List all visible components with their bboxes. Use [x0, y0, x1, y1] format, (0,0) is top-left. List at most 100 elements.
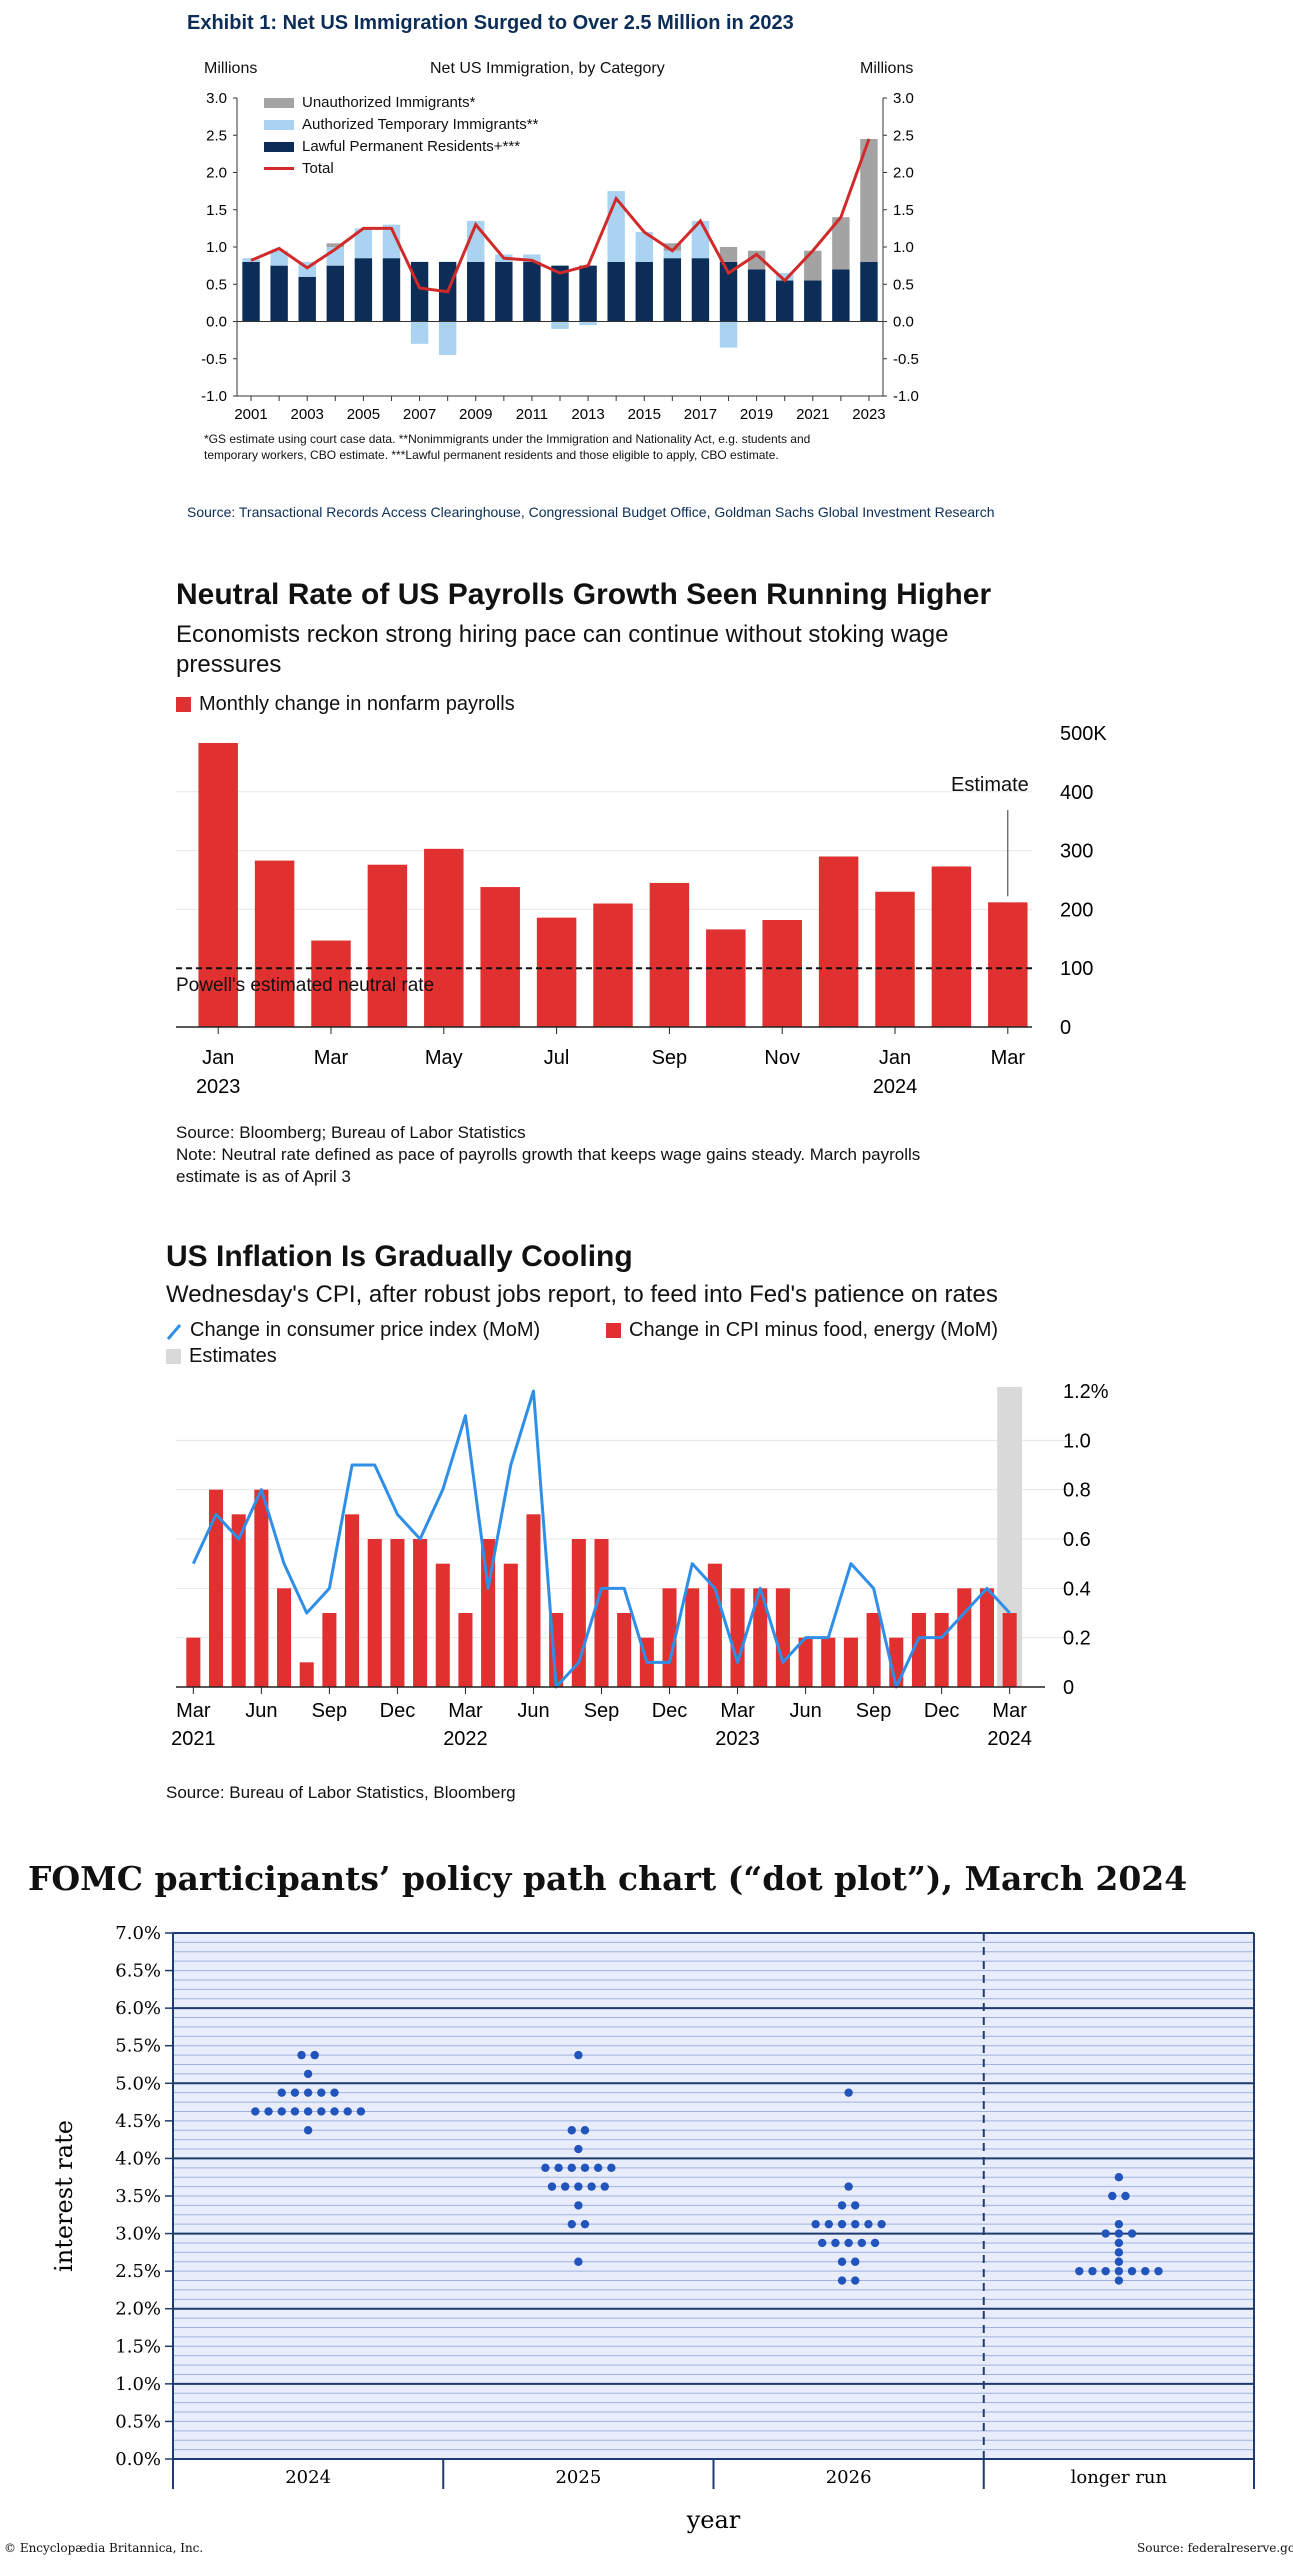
y-tick-label: 5.0%: [115, 2073, 161, 2094]
bar-2004: [326, 265, 345, 322]
bar-Mar 2024: [988, 902, 1028, 1027]
legend-swatch: [176, 697, 191, 712]
y-tick-label: 0.6: [1063, 1529, 1091, 1551]
bar-2018: [719, 321, 738, 348]
dot-2026: [844, 2182, 853, 2191]
y-tick-label: 0.4: [1063, 1578, 1091, 1600]
dot-2025: [593, 2163, 603, 2173]
chart-subtitle: Economists reckon strong hiring pace can…: [176, 621, 949, 648]
y-tick-label: 3.0%: [115, 2224, 161, 2245]
dot-longer-run: [1127, 2229, 1137, 2238]
bar-2022-05: [503, 1563, 518, 1687]
chart-subtitle: pressures: [176, 651, 282, 678]
dot-longer-run: [1114, 2238, 1124, 2248]
bar-2022-06: [526, 1514, 541, 1687]
x-tick-label: Nov: [764, 1047, 800, 1069]
y-tick-label: 1.0: [1063, 1430, 1091, 1452]
dot-plot-svg: 7.0% 6.5% 6.0% 5.5% 5.0% 4.5% 4.0% 3.5% 3.0% 2.5%…: [50, 1923, 1255, 2534]
x-tick-label: Mar: [992, 1700, 1027, 1722]
bar-2016: [663, 258, 682, 322]
dot-2025: [607, 2163, 616, 2173]
legend-label: Change in consumer price index (MoM): [190, 1319, 541, 1341]
dot-2026: [857, 2238, 867, 2248]
bar-2022: [832, 217, 850, 270]
x-tick-label: Dec: [652, 1700, 688, 1722]
source-note: Source: Transactional Records Access Cle…: [187, 504, 995, 520]
legend-swatch: [264, 119, 294, 130]
bar-2016: [663, 243, 682, 251]
dot-2024: [356, 2107, 366, 2116]
bar-2003: [298, 276, 316, 322]
chart-title: FOMC participants’ policy path chart (“d…: [28, 1859, 1188, 1898]
dot-longer-run: [1114, 2229, 1124, 2238]
dot-2025: [600, 2182, 609, 2191]
bar-2023-03: [730, 1588, 745, 1687]
dot-2026: [837, 2201, 847, 2210]
x-tick-label: 2013: [571, 406, 604, 423]
dot-2026: [824, 2219, 834, 2229]
y-tick-label: 1.0%: [115, 2374, 161, 2395]
y-tick-label: 0.8: [1063, 1480, 1091, 1502]
bar-2022-03: [458, 1613, 473, 1687]
y-tick-label-right: 3.0: [893, 90, 914, 107]
dot-2026: [877, 2219, 886, 2229]
x-tick-label: 2021: [796, 406, 829, 423]
bar-May 2023: [424, 848, 464, 1027]
x-tick-label: 2009: [459, 406, 492, 423]
bar-2023-11: [911, 1613, 926, 1687]
y-tick-label-left: 1.5: [206, 202, 227, 219]
dot-2026: [864, 2219, 873, 2229]
left-units-label: Millions: [204, 60, 258, 77]
bar-Sep 2023: [649, 882, 690, 1027]
bar-2022-01: [413, 1539, 428, 1687]
dot-2026: [837, 2219, 847, 2229]
dot-longer-run: [1114, 2276, 1124, 2285]
source-note: Source: Bloomberg; Bureau of Labor Stati…: [176, 1123, 526, 1142]
legend-label: Change in CPI minus food, energy (MoM): [629, 1319, 999, 1341]
dot-2025: [587, 2182, 596, 2191]
bar-2001: [242, 261, 260, 322]
bar-2022-02: [435, 1563, 450, 1687]
bar-2023-12: [934, 1613, 949, 1687]
bar-2013: [579, 321, 597, 326]
legend-swatch: [606, 1323, 621, 1338]
bar-2023-02: [707, 1563, 722, 1687]
y-axis-label: interest rate: [50, 2120, 78, 2272]
dot-2026: [844, 2088, 853, 2097]
x-tick-label: Jun: [789, 1700, 821, 1722]
bar-2023-06: [798, 1637, 813, 1687]
bar-2022: [832, 269, 850, 322]
legend-core: Change in CPI minus food, energy (MoM): [606, 1319, 998, 1342]
y-tick-label: 7.0%: [115, 1923, 161, 1944]
y-tick-label: 500K: [1060, 723, 1107, 745]
x-tick-label: Jul: [544, 1047, 570, 1069]
chart-title: Exhibit 1: Net US Immigration Surged to …: [187, 12, 794, 34]
dot-2024: [297, 2050, 306, 2060]
dot-2025: [567, 2163, 576, 2173]
dot-2024: [290, 2107, 300, 2116]
bar-Apr 2023: [367, 864, 408, 1027]
bar-2009: [467, 261, 485, 322]
cpi-chart-panel: US Inflation Is Gradually Cooling Wednes…: [0, 1225, 1293, 1815]
x-year-label: 2023: [196, 1076, 241, 1098]
dot-longer-run: [1088, 2266, 1097, 2276]
bar-2008: [438, 321, 457, 356]
y-tick-label-right: -1.0: [893, 388, 919, 405]
y-tick-label-left: -1.0: [201, 388, 227, 405]
x-tick-label: Jan: [879, 1047, 911, 1069]
bar-2016: [663, 250, 682, 259]
y-tick-label: 6.5%: [115, 1961, 161, 1982]
y-tick-label: 1.5%: [115, 2336, 161, 2357]
bar-Mar 2023: [311, 940, 351, 1027]
dot-2024: [310, 2050, 319, 2060]
x-tick-label: 2015: [628, 406, 661, 423]
legend-swatch: [166, 1349, 181, 1364]
bar-2005: [354, 228, 373, 259]
dot-2024: [251, 2107, 260, 2116]
dot-2026: [851, 2201, 860, 2210]
dot-2024: [264, 2107, 273, 2116]
x-tick-label: Sep: [584, 1700, 620, 1722]
dot-2025: [547, 2182, 557, 2191]
x-tick-label: 2007: [403, 406, 436, 423]
y-tick-label: 100: [1060, 958, 1093, 980]
